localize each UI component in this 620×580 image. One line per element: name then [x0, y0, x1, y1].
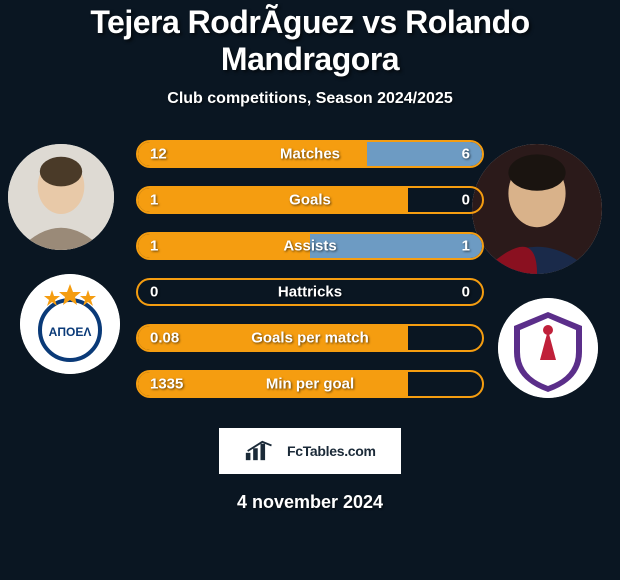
stat-bar: Goals per match 0.08: [136, 324, 484, 352]
player2-club-crest: [498, 298, 598, 398]
stat-bar: Assists 1 1: [136, 232, 484, 260]
stat-label: Goals per match: [251, 330, 369, 347]
brand-text: FcTables.com: [287, 443, 376, 459]
stat-value-left: 12: [150, 146, 167, 163]
stat-bar: Hattricks 0 0: [136, 278, 484, 306]
stat-bars: Matches126Goals10Assists11Hattricks00Goa…: [136, 140, 484, 398]
stat-label: Assists: [283, 238, 336, 255]
player1-photo: [8, 144, 114, 250]
stat-label: Matches: [280, 146, 340, 163]
brand-badge: FcTables.com: [219, 428, 401, 474]
stat-bar: Goals 1 0: [136, 186, 484, 214]
stat-label: Goals: [289, 192, 331, 209]
brand-icon: [244, 440, 281, 462]
stat-value-left: 0: [150, 284, 158, 301]
player2-photo: [472, 144, 602, 274]
stat-bar: Min per goal 1335: [136, 370, 484, 398]
stat-fill-left: [138, 188, 408, 212]
stat-value-left: 1: [150, 192, 158, 209]
date-text: 4 november 2024: [0, 492, 620, 513]
stat-value-right: 0: [462, 192, 470, 209]
stat-value-left: 1: [150, 238, 158, 255]
stat-label: Hattricks: [278, 284, 342, 301]
subtitle: Club competitions, Season 2024/2025: [0, 90, 620, 108]
stat-value-right: 0: [462, 284, 470, 301]
comparison-panel: ΑΠΟΕΛ Matches 12 6 Goals 1 0 Assists 1 1 Hattrick…: [0, 140, 620, 420]
stat-value-left: 1335: [150, 376, 183, 393]
stat-value-right: 1: [462, 238, 470, 255]
stat-bar: Matches 12 6: [136, 140, 484, 168]
stat-label: Min per goal: [266, 376, 354, 393]
svg-text:ΑΠΟΕΛ: ΑΠΟΕΛ: [49, 325, 92, 339]
player1-club-crest: ΑΠΟΕΛ: [20, 274, 120, 374]
stat-value-left: 0.08: [150, 330, 179, 347]
vs-word: vs: [362, 4, 397, 40]
player1-name: Tejera RodrÃ­guez: [90, 4, 353, 40]
page-title: Tejera RodrÃ­guez vs Rolando Mandragora: [0, 4, 620, 78]
stat-value-right: 6: [462, 146, 470, 163]
